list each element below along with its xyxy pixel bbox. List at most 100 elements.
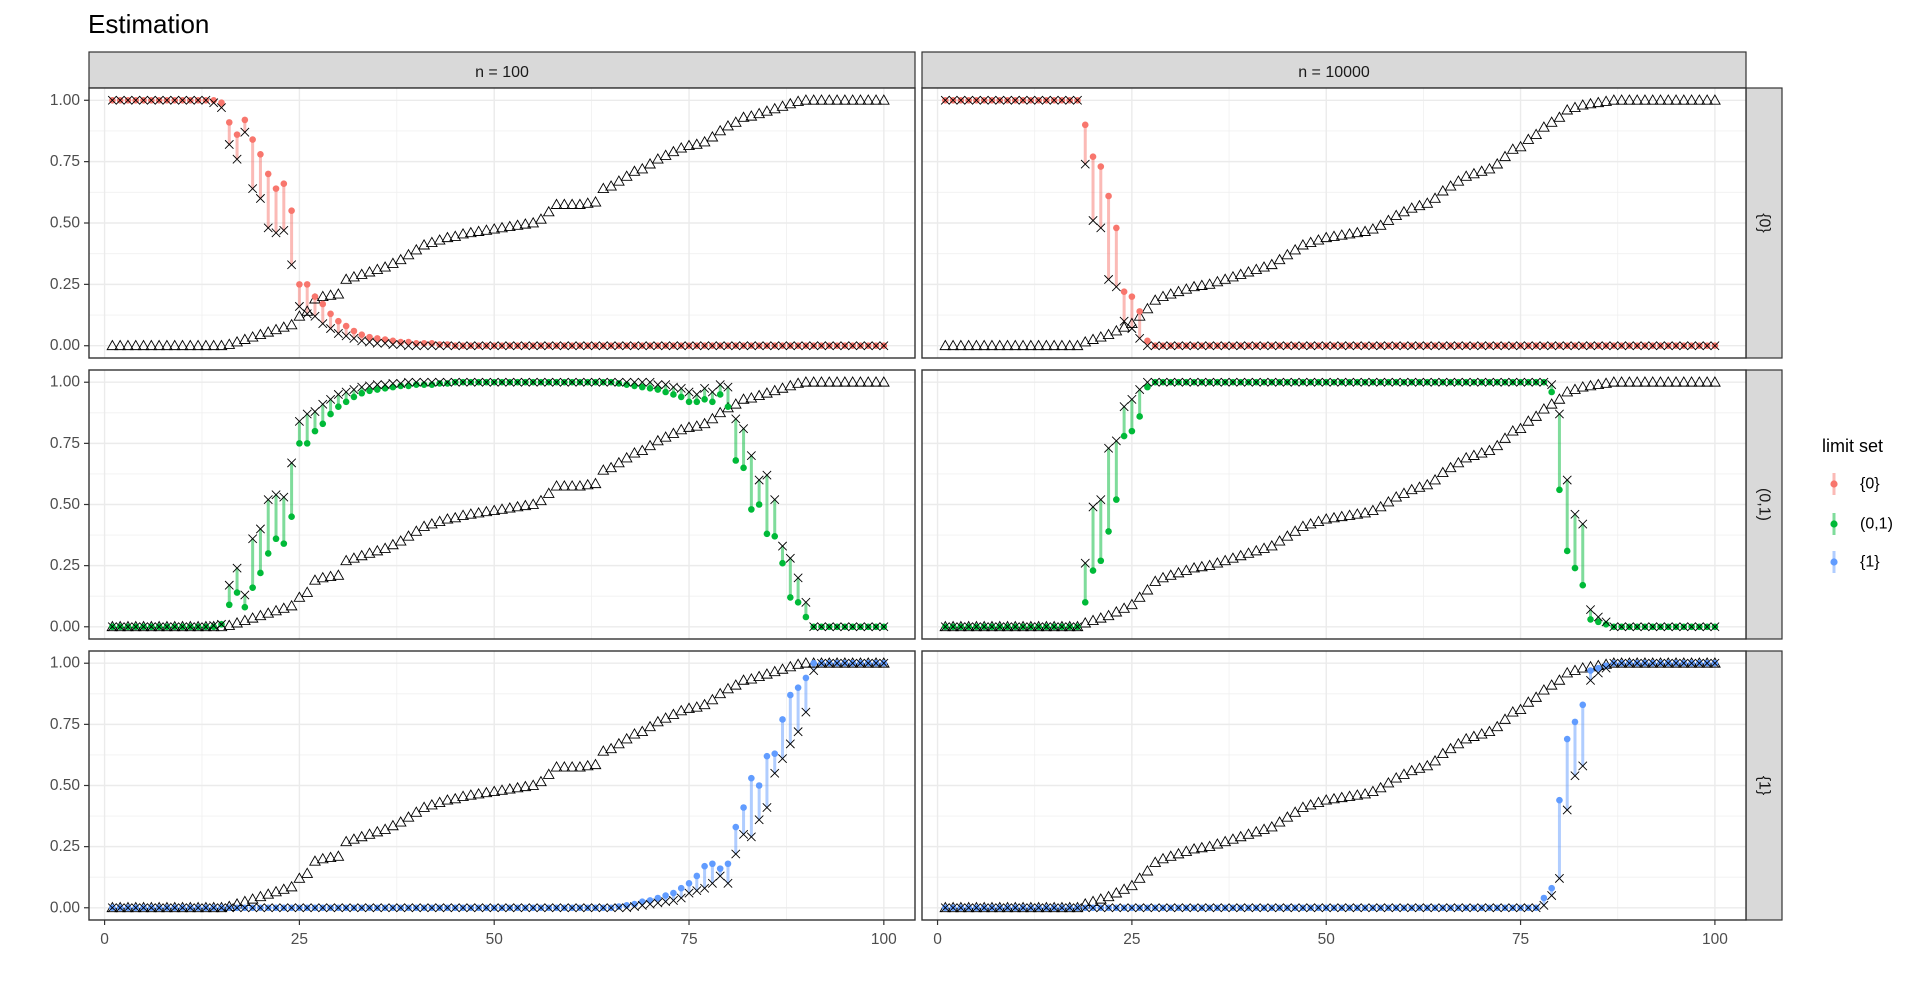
data-point-triangle [464,789,477,800]
data-point-triangle [978,339,991,351]
data-point-dot [210,623,217,631]
data-point-dot [1105,528,1112,535]
data-point-cross [372,903,382,913]
data-point-triangle [1584,97,1597,109]
data-point-triangle [270,604,282,616]
data-point-triangle [597,464,610,475]
data-point-triangle [371,825,384,837]
data-point-cross [1345,341,1355,351]
data-point-triangle [1475,447,1488,458]
data-point-triangle [792,658,805,669]
facet-strip-row-2 [1745,369,1783,640]
data-point-cross [1298,341,1308,351]
facet-label-row-3: {1} [1756,776,1773,796]
data-point-cross [1570,771,1580,781]
data-point-triangle [1343,790,1356,801]
data-point-triangle [838,94,851,105]
data-point-cross [427,903,437,913]
data-point-cross [692,341,702,351]
data-point-cross [1484,903,1494,913]
data-point-triangle [776,382,789,393]
data-point-triangle [877,94,890,105]
data-point-cross [1142,903,1152,913]
data-point-triangle [846,376,859,387]
data-point-dot [1136,413,1143,420]
data-point-triangle [480,786,493,798]
data-point-cross [411,341,421,351]
data-point-cross [1430,903,1440,913]
data-point-triangle [153,339,166,351]
data-point-cross [816,622,827,632]
data-point-dot [366,387,373,395]
data-point-cross [552,341,562,351]
data-point-triangle [542,768,555,779]
data-point-triangle [1188,561,1201,573]
data-point-cross [1640,341,1650,351]
data-point-cross [123,622,133,632]
data-point-cross [248,184,258,194]
data-point-triangle [340,273,353,284]
data-point-cross [1694,658,1704,668]
data-point-dot [264,170,272,178]
data-point-cross [552,377,562,387]
data-point-cross [435,377,445,387]
data-point-triangle [418,520,431,531]
data-point-triangle [1304,517,1317,529]
data-point-cross [606,341,616,351]
data-point-triangle [1172,566,1185,578]
data-point-cross [1446,903,1456,913]
data-point-cross [1259,903,1269,913]
data-point-triangle [550,761,563,772]
data-point-triangle [1553,674,1566,685]
data-point-triangle [1312,796,1325,807]
data-point-cross [956,903,966,913]
data-point-cross [1345,377,1355,387]
data-point-triangle [542,487,555,498]
data-point-cross [987,95,997,105]
data-point-triangle [184,339,197,351]
data-point-triangle [1079,335,1092,347]
data-point-cross [863,658,873,668]
data-point-triangle [1203,840,1216,851]
data-point-cross [177,903,188,913]
data-point-cross [1352,341,1362,351]
data-point-cross [349,333,359,343]
data-point-cross [1181,341,1191,351]
data-point-dot [272,185,280,192]
data-point-triangle [449,511,462,523]
data-point-dot [280,180,288,188]
data-point-triangle [558,480,571,491]
data-point-triangle [1553,111,1566,122]
data-point-triangle [1530,410,1543,421]
data-point-cross [520,903,530,913]
data-point-dot [405,382,412,390]
data-point-cross [816,658,827,668]
data-point-cross [871,341,881,351]
data-point-dot [638,383,646,391]
data-point-triangle [760,105,773,116]
data-point-cross [964,95,974,105]
data-point-triangle [745,110,758,121]
data-point-dot [210,96,217,104]
data-point-cross [209,98,219,108]
data-point-dot [327,410,334,418]
data-point-cross [489,903,499,913]
data-point-cross [1671,622,1681,632]
panel-r3-c1 [88,650,916,921]
data-point-cross [279,225,289,235]
data-point-cross [1049,903,1059,913]
data-point-cross [287,260,297,270]
data-point-triangle [831,376,844,387]
data-point-dot [1081,121,1089,129]
data-point-cross [676,383,686,393]
panel-r3-c2 [921,650,1747,921]
data-point-cross [1158,903,1168,913]
data-point-cross [1306,341,1316,351]
data-point-cross [1352,377,1362,387]
data-point-triangle [1219,835,1232,847]
data-point-triangle [1032,339,1045,351]
data-point-triangle [1024,339,1037,351]
data-point-cross [840,622,850,632]
data-point-cross [1679,658,1689,668]
